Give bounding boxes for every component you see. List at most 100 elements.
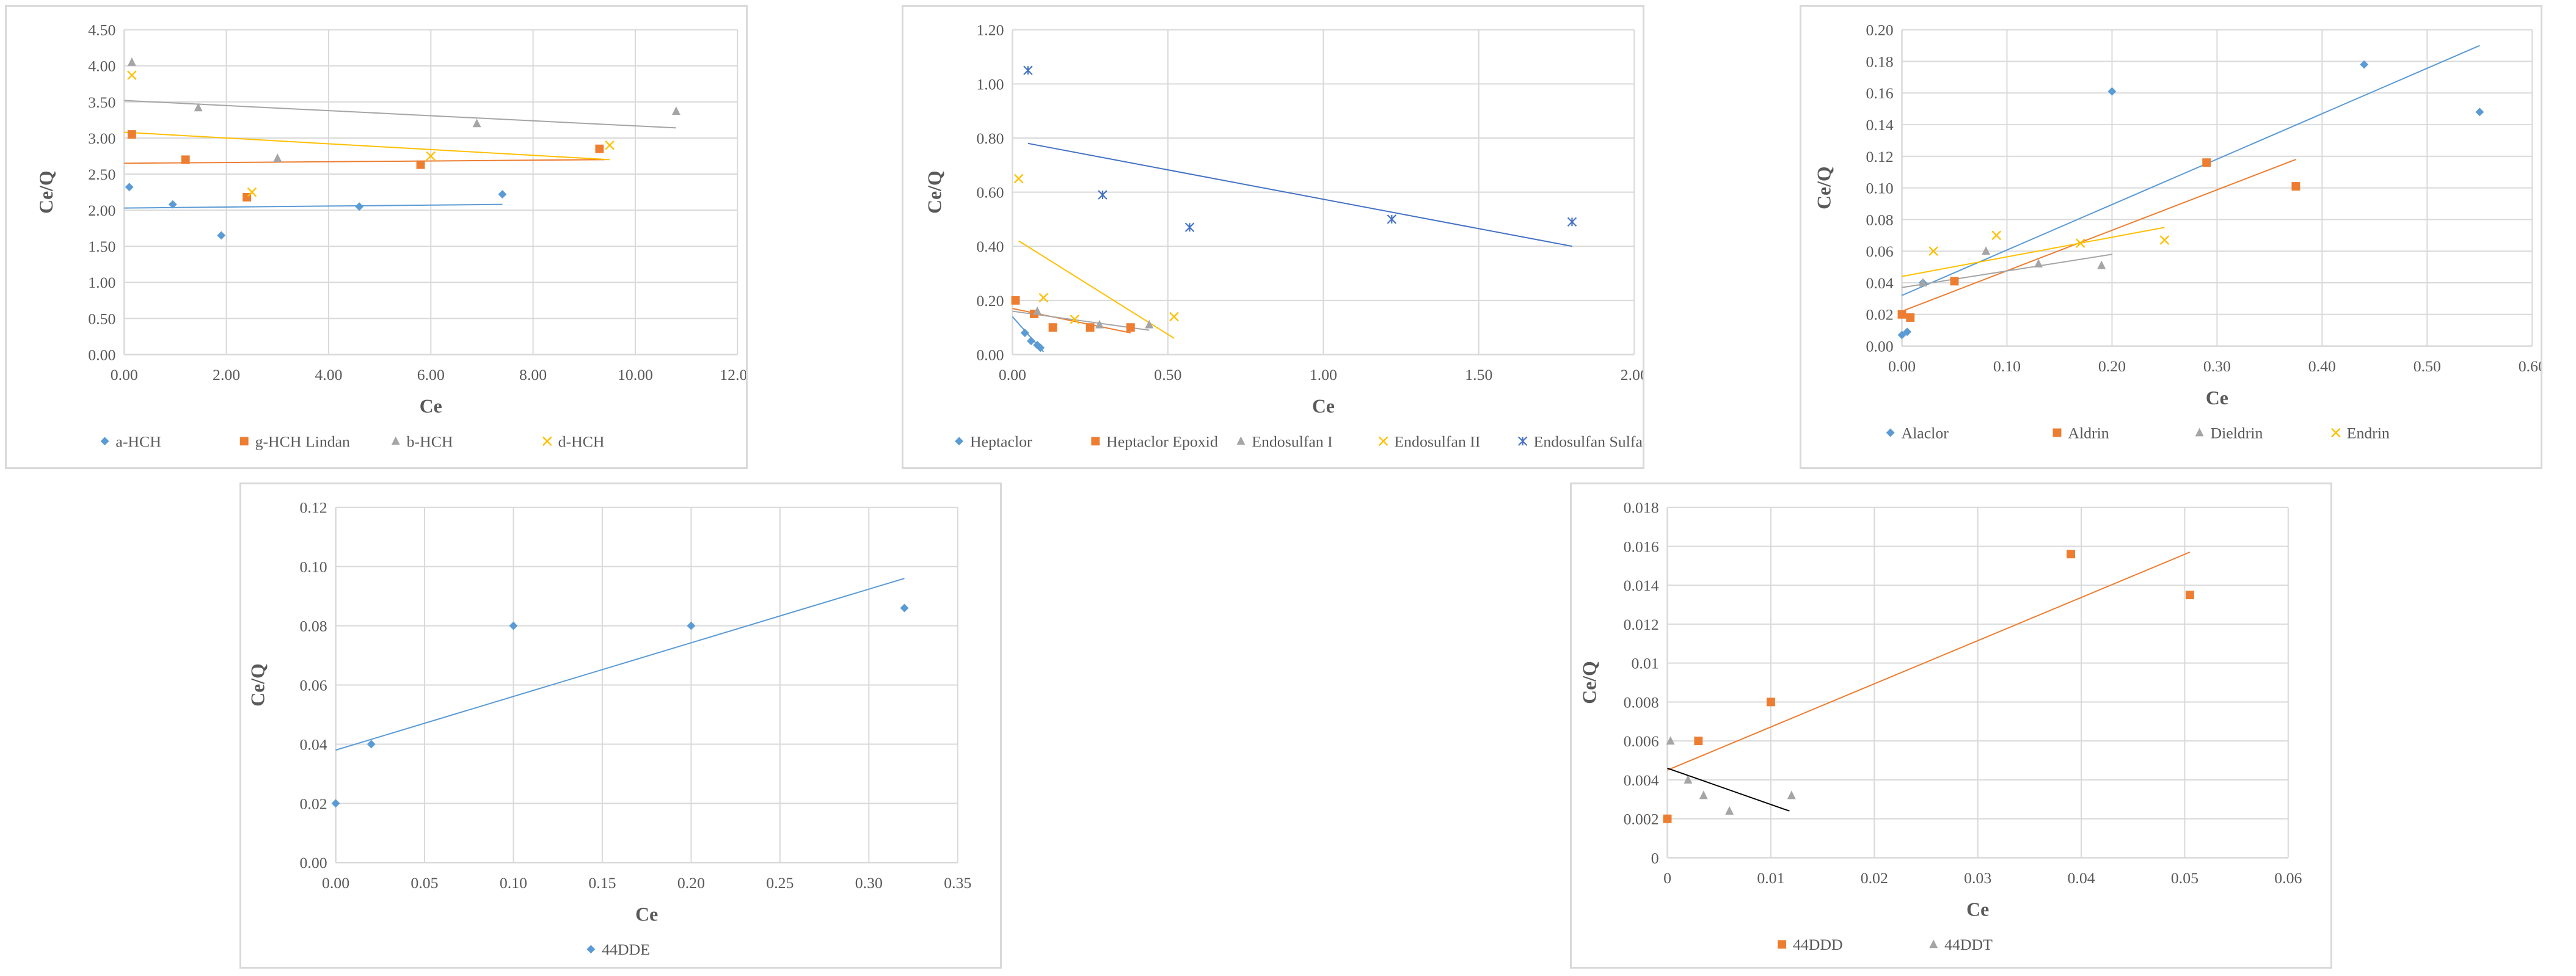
trendline-dieldrin (1902, 253, 2112, 288)
x-tick-label: 0.35 (944, 874, 971, 892)
trendline-44ddd (1667, 552, 2191, 771)
x-tick-label: 0.60 (2519, 357, 2541, 375)
y-tick-label: 0.018 (1624, 499, 1659, 517)
series-44ddt (1666, 736, 1796, 815)
y-tick-label: 0.02 (299, 795, 327, 812)
legend-marker (1091, 437, 1100, 446)
y-tick-label: 0.016 (1624, 537, 1659, 555)
trendline-endosulfan-sulfat (1027, 142, 1572, 247)
data-point (900, 603, 909, 613)
trendline-a-hch (124, 203, 503, 209)
chart-svg-44ddd-44ddt: 0 0.01 0.02 0.03 0.04 0.05 0.06 0 0.002 0.004 0.00… (1578, 499, 2302, 954)
y-tick-label: 0.006 (1624, 732, 1659, 750)
legend-marker (1236, 436, 1246, 445)
legend-label: d-HCH (558, 432, 605, 450)
data-point (1126, 323, 1135, 332)
series-dieldrin (1918, 246, 2106, 286)
data-point (1038, 293, 1049, 303)
data-point (1982, 246, 1991, 255)
legend-marker (586, 945, 596, 954)
chart-svg-heptaclor-endosulfan: 0.00 0.50 1.00 1.50 2.00 0.00 0.20 0.40 0.60 0.80… (924, 21, 1643, 451)
x-tick-label: 2.00 (213, 366, 240, 384)
data-point (509, 621, 518, 630)
data-point (125, 183, 134, 192)
data-point (1085, 323, 1095, 332)
chart-svg-44dde: 0.00 0.05 0.10 0.15 0.20 0.25 0.30 0.35 0.00 0.02… (247, 499, 971, 959)
x-tick-label: 0.00 (111, 366, 138, 384)
data-point (1011, 296, 1020, 305)
legend-label: Dieldrin (2210, 424, 2263, 442)
data-point (1684, 774, 1693, 784)
y-tick-label: 0.04 (299, 735, 327, 753)
data-point (498, 190, 507, 199)
legend-marker (100, 437, 109, 446)
data-point (1906, 313, 1915, 322)
series-d-hch (127, 70, 615, 197)
chart-panel-heptaclor-endosulfan: 0.00 0.50 1.00 1.50 2.00 0.00 0.20 0.40 0.60 0.80… (902, 5, 1644, 469)
x-tick-label: 0 (1663, 869, 1671, 887)
data-point (1991, 230, 2002, 241)
series-endosulfan-ii (1013, 173, 1179, 324)
x-tick-label: 0.15 (588, 874, 616, 892)
chart-svg-hch: 0.00 2.00 4.00 6.00 8.00 10.00 12.00 0.00 0.50 1.… (35, 21, 746, 451)
x-tick-label: 0.00 (1888, 357, 1916, 375)
y-tick-label: 2.00 (88, 202, 115, 219)
data-point (671, 106, 680, 115)
data-point (1095, 319, 1104, 329)
chart-panel-44ddd-44ddt: 0 0.01 0.02 0.03 0.04 0.05 0.06 0 0.002 0.004 0.00… (1570, 483, 2332, 969)
data-point (2185, 591, 2194, 600)
legend-label: Endosulfan Sulfat (1534, 432, 1643, 450)
trendline-g-hch-lindan (124, 159, 605, 164)
y-tick-label: 0 (1651, 849, 1659, 867)
trendline-b-hch (124, 100, 676, 129)
y-tick-label: 0.16 (1866, 84, 1893, 102)
data-point (2097, 260, 2106, 269)
data-point (181, 155, 190, 164)
legend-label: 44DDD (1793, 936, 1843, 953)
data-point (1387, 214, 1397, 224)
x-tick-label: 0.05 (2171, 869, 2198, 887)
gridlines (1012, 29, 1635, 355)
series-endosulfan-i (1033, 306, 1154, 329)
trendline-endrin (1902, 227, 2165, 277)
data-point (2475, 107, 2484, 117)
legend-marker (2331, 428, 2341, 438)
legend-label: Heptaclor Epoxid (1106, 432, 1218, 450)
x-axis-title: Ce (1966, 899, 1989, 920)
gridlines (124, 29, 739, 355)
series-44dde (331, 603, 909, 808)
series-a-hch (125, 183, 507, 240)
chart-panel-44dde: 0.00 0.05 0.10 0.15 0.20 0.25 0.30 0.35 0.00 0.02… (239, 483, 1002, 969)
y-tick-label: 0.10 (1866, 180, 1893, 197)
legend-label: g-HCH Lindan (255, 432, 350, 450)
x-tick-label: 0.50 (2414, 357, 2441, 375)
legend-marker (955, 437, 964, 446)
gridlines (1902, 29, 2533, 346)
y-axis-title: Ce/Q (1813, 166, 1834, 209)
data-point (247, 187, 257, 197)
legend-marker (1778, 940, 1787, 949)
legend-label: b-HCH (407, 432, 453, 450)
data-point (1033, 306, 1042, 315)
data-point (426, 151, 436, 161)
legend-marker (391, 436, 400, 445)
data-point (1699, 790, 1708, 799)
data-point (127, 57, 136, 66)
trendline-44ddt (1667, 767, 1790, 812)
legend-label: Endosulfan I (1252, 432, 1332, 450)
series-b-hch (127, 57, 680, 162)
data-point (1169, 311, 1179, 322)
y-tick-label: 0.04 (1866, 274, 1893, 292)
y-tick-label: 0.002 (1624, 810, 1659, 828)
data-point (331, 799, 340, 808)
data-point (1666, 736, 1675, 745)
y-tick-label: 0.60 (976, 184, 1004, 202)
y-tick-label: 0.01 (1631, 655, 1658, 672)
data-point (1023, 65, 1033, 75)
legend-marker (1518, 436, 1528, 446)
series-g-hch-lindan (127, 130, 604, 202)
y-tick-label: 0.014 (1624, 577, 1659, 594)
data-point (1026, 337, 1035, 346)
data-point (1048, 323, 1057, 332)
legend-label: Alaclor (1902, 424, 1949, 442)
